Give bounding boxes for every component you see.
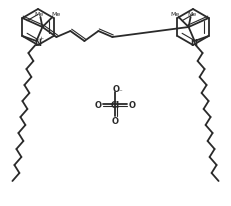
Text: O: O (112, 117, 119, 126)
Text: +: + (39, 36, 44, 41)
Text: Me: Me (35, 12, 44, 16)
Text: Cl: Cl (110, 100, 120, 109)
Text: N: N (190, 38, 197, 47)
Text: N: N (34, 38, 41, 47)
Text: Me: Me (52, 12, 61, 16)
Text: O: O (112, 84, 119, 93)
Text: O: O (128, 100, 136, 109)
Text: ⁻: ⁻ (118, 89, 122, 95)
Text: Me: Me (170, 12, 179, 16)
Text: Me: Me (187, 12, 196, 16)
Text: O: O (94, 100, 101, 109)
